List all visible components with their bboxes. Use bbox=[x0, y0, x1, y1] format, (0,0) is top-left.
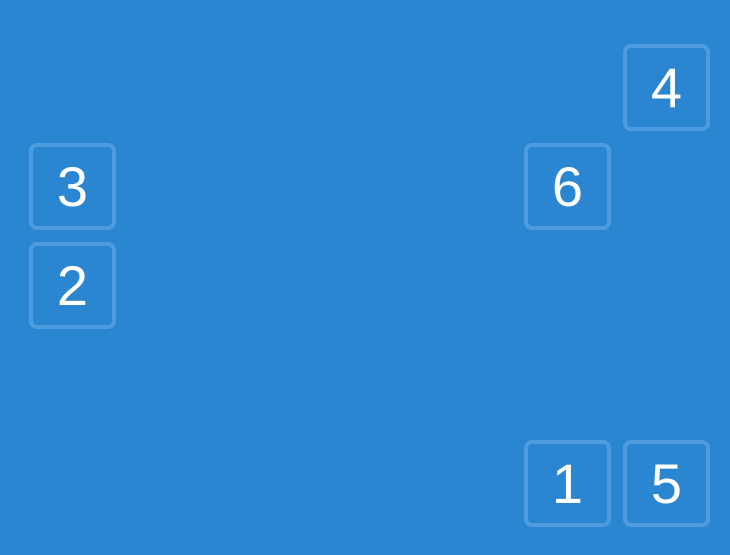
number-tile-4[interactable]: 4 bbox=[623, 44, 710, 131]
number-tile-6[interactable]: 6 bbox=[524, 143, 611, 230]
number-tile-3[interactable]: 3 bbox=[29, 143, 116, 230]
number-tile-1[interactable]: 1 bbox=[524, 440, 611, 527]
number-tile-5[interactable]: 5 bbox=[623, 440, 710, 527]
number-tile-2[interactable]: 2 bbox=[29, 242, 116, 329]
